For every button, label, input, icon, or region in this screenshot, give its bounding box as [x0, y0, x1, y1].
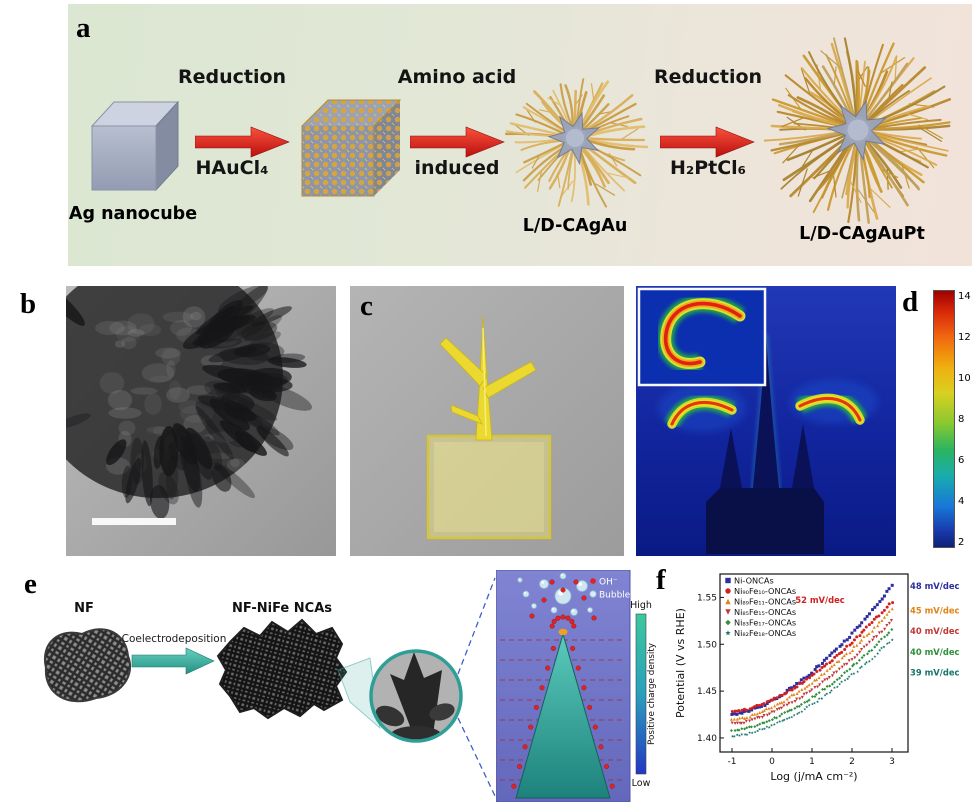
- cube-silhouette: [706, 488, 824, 554]
- panel-label-e: e: [24, 568, 37, 600]
- slope-annotation: 52 mV/dec: [795, 595, 845, 605]
- lens-content: [375, 652, 455, 741]
- simulation-colorbar: [933, 290, 955, 548]
- y-axis-label: Potential (V vs RHE): [674, 608, 687, 718]
- slope-annotation: 40 mV/dec: [910, 626, 960, 636]
- dashed-connector-bottom: [457, 717, 496, 797]
- charge-density-diagram: OH⁻ Bubble High Low Positive charge dens…: [496, 570, 657, 802]
- model-render-image: [350, 286, 624, 556]
- slope-annotation: 40 mV/dec: [910, 647, 960, 657]
- ag-nanocube-image: [90, 100, 180, 192]
- end-structure-label: L/D-CAgAuPt: [799, 224, 925, 244]
- x-axis-label: Log (j/mA cm⁻²): [770, 770, 857, 783]
- l-d-cagaupt-image: [763, 37, 952, 224]
- slope-annotation: 45 mV/dec: [910, 606, 960, 616]
- colorbar-tick-labels: 14 12 10 8 6 4 2: [958, 292, 975, 548]
- step1-bottom-label: HAuCl₄: [195, 157, 269, 179]
- simulation-image: [636, 286, 896, 556]
- step1-top-label: Reduction: [177, 66, 287, 88]
- panel-label-c: c: [360, 290, 373, 322]
- y-tick-label: 1.40: [697, 734, 717, 744]
- panel-label-a: a: [76, 12, 91, 44]
- y-tick-label: 1.55: [697, 593, 717, 603]
- panel-label-b: b: [20, 288, 37, 320]
- legend-label: Ni-ONCAs: [734, 576, 774, 586]
- step2-top-label: Amino acid: [397, 66, 517, 88]
- colorbar-high-label: High: [630, 600, 652, 611]
- colorbar-low-label: Low: [632, 778, 651, 789]
- gold-dotted-nanocube-image: [301, 99, 402, 197]
- coelectrodeposition-scheme: NF NF-NiFe NCAs Coelectrodeposition: [43, 577, 496, 797]
- tem-image: [66, 286, 336, 556]
- reaction-arrow-icon: [660, 126, 755, 158]
- colorbar-tick-label: 12: [958, 332, 971, 343]
- colorbar-title: Positive charge density: [647, 643, 657, 745]
- oh-legend-dot: [590, 578, 596, 584]
- step3-top-label: Reduction: [653, 66, 763, 88]
- colorbar-tick-label: 14: [958, 291, 971, 302]
- process-label: Coelectrodeposition: [122, 633, 227, 645]
- l-d-cagau-image: [504, 78, 649, 208]
- reaction-arrow-icon: [410, 126, 505, 158]
- x-tick-label: 0: [769, 757, 775, 767]
- nanocone-silhouette: [753, 334, 779, 488]
- y-tick-label: 1.45: [697, 687, 717, 697]
- colorbar-tick-label: 8: [958, 414, 965, 425]
- scale-bar: [92, 518, 176, 525]
- panel-label-f: f: [656, 564, 666, 596]
- x-tick-label: -1: [728, 757, 737, 767]
- step3-bottom-label: H₂PtCl₆: [669, 157, 746, 179]
- start-structure-label: Ag nanocube: [68, 204, 198, 224]
- panel-a-scheme: a Ag nanocube Reduction HAuCl₄ Amino aci…: [68, 4, 972, 266]
- step2-bottom-label: induced: [414, 157, 500, 179]
- inset-hotspot: [657, 295, 746, 372]
- zoom-wedge: [337, 657, 381, 730]
- bubble-legend-label: Bubble: [599, 591, 631, 601]
- colorbar-tick-label: 4: [958, 496, 965, 507]
- legend-label: Ni₉₀Fe₁₀-ONCAs: [734, 586, 796, 596]
- process-arrow-icon: [131, 647, 215, 675]
- x-tick-label: 1: [809, 757, 815, 767]
- nf-nife-foam-image: [216, 618, 348, 720]
- magnifier-ring: [369, 649, 463, 743]
- model-branch: [439, 315, 537, 441]
- tafel-plot: -1 0 1 2 3 1.40 1.45 1.50 1.55 Log (j/mA cm⁻²) Pot…: [674, 573, 960, 783]
- product-label: NF-NiFe NCAs: [232, 601, 332, 616]
- inset-border: [637, 287, 767, 387]
- cone-tip-hotspot: [558, 628, 568, 636]
- nf-label: NF: [74, 601, 94, 616]
- dashed-connector-top: [457, 577, 496, 675]
- slope-annotation: 48 mV/dec: [910, 581, 960, 591]
- legend-label: Ni₈₉Fe₁₁-ONCAs: [734, 597, 796, 607]
- legend-label: Ni₈₃Fe₁₇-ONCAs: [734, 618, 796, 628]
- legend-label: Ni₈₂Fe₁₈-ONCAs: [734, 628, 796, 638]
- slope-annotation: 39 mV/dec: [910, 667, 960, 677]
- colorbar-tick-label: 6: [958, 455, 965, 466]
- panel-label-d: d: [902, 286, 919, 318]
- oh-legend-label: OH⁻: [599, 578, 618, 588]
- colorbar-tick-label: 2: [958, 537, 965, 548]
- y-tick-label: 1.50: [697, 640, 717, 650]
- legend-label: Ni₈₅Fe₁₅-ONCAs: [734, 607, 796, 617]
- charge-colorbar: [635, 613, 647, 775]
- nanocone-shape: [515, 632, 611, 799]
- bubbles-group: [517, 572, 593, 616]
- colorbar-tick-label: 10: [958, 373, 971, 384]
- oh-ions-group: [511, 579, 615, 789]
- reaction-arrow-icon: [195, 126, 290, 158]
- bubble-legend-icon: [589, 590, 597, 598]
- x-tick-label: 3: [889, 757, 895, 767]
- mid-structure-label: L/D-CAgAu: [522, 216, 628, 236]
- nf-foam-image: [43, 628, 131, 703]
- x-tick-label: 2: [849, 757, 855, 767]
